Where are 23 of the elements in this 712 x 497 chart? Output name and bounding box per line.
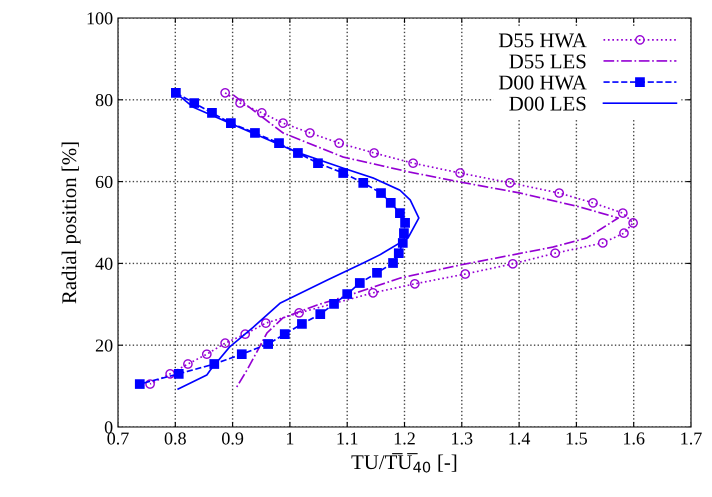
x-tick-label: 1.2 <box>394 432 415 445</box>
x-tick-label: 0.9 <box>222 432 244 445</box>
x-tick-label: 1.1 <box>338 432 358 445</box>
y-tick-label: 0 <box>104 421 112 434</box>
legend-label: D00 HWA <box>498 76 587 90</box>
y-tick-label: 40 <box>95 258 112 270</box>
y-tick-label: 60 <box>96 176 112 188</box>
legend-label: D55 LES <box>509 54 586 68</box>
x-tick-label: 1.5 <box>566 432 587 445</box>
y-axis-title: Radial position [%] <box>62 142 80 304</box>
x-tick-label: 1.7 <box>681 432 702 445</box>
y-tick-label: 20 <box>96 339 112 352</box>
x-tick-label: 0.8 <box>164 432 186 445</box>
legend-label: D55 HWA <box>498 33 587 48</box>
y-tick-label: 80 <box>96 94 112 106</box>
x-axis-title: TU/T̅U̅$_{40}$ [-] <box>351 453 456 473</box>
x-tick-label: 1.3 <box>452 432 472 445</box>
x-tick-label: 0.7 <box>107 432 129 445</box>
x-tick-label: 1.4 <box>509 432 530 445</box>
legend-label: D00 LES <box>509 96 586 111</box>
x-tick-label: 1.6 <box>624 432 644 445</box>
y-tick-label: 100 <box>88 12 112 24</box>
x-tick-label: 1 <box>286 432 294 444</box>
